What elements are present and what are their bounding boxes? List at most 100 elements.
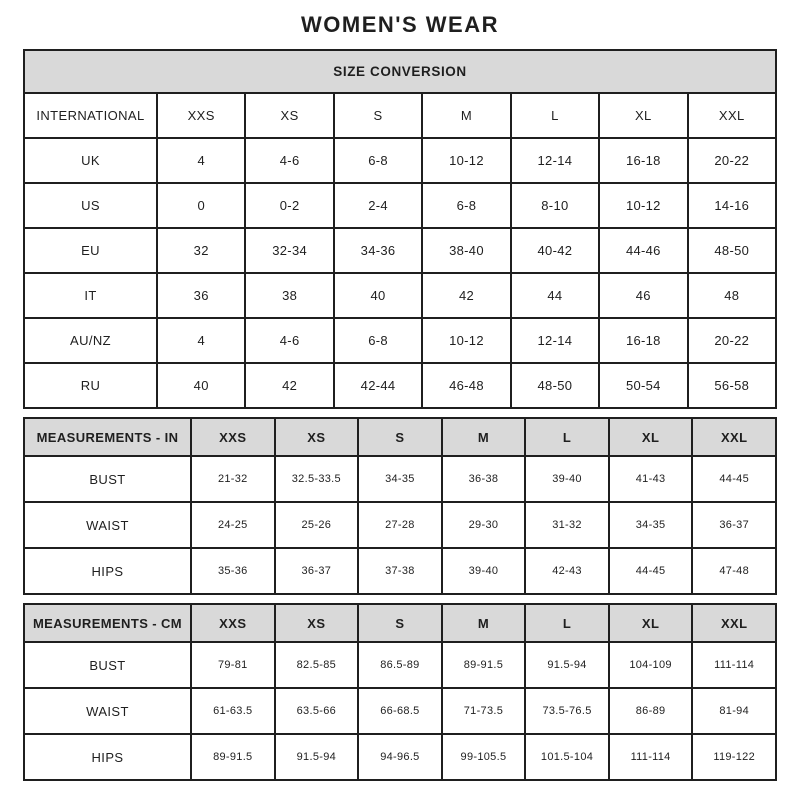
- value-cell: 101.5-104: [524, 733, 610, 781]
- measurements-cm-label-header: MEASUREMENTS - CM: [23, 603, 192, 643]
- size-col-header: XS: [244, 92, 335, 139]
- measurements-in-header-row: MEASUREMENTS - IN XXS XS S M L XL XXL: [23, 417, 777, 457]
- value-cell: 94-96.5: [357, 733, 443, 781]
- value-cell: 4-6: [244, 137, 335, 184]
- value-cell: 10-12: [421, 137, 512, 184]
- value-cell: 10-12: [598, 182, 689, 229]
- size-col-header: XL: [598, 92, 689, 139]
- value-cell: 71-73.5: [440, 687, 527, 735]
- measurements-cm-row-hips: HIPS 89-91.5 91.5-94 94-96.5 99-105.5 101.5-1…: [23, 733, 777, 781]
- value-cell: 89-91.5: [440, 641, 527, 689]
- value-cell: 48-50: [686, 227, 778, 274]
- value-cell: 73.5-76.5: [524, 687, 610, 735]
- value-cell: 44-46: [598, 227, 689, 274]
- size-conversion-row-us: US 0 0-2 2-4 6-8 8-10 10-12 14-16: [23, 182, 778, 229]
- value-cell: 36-38: [440, 455, 527, 503]
- page-title: WOMEN'S WEAR: [301, 12, 499, 37]
- value-cell: 24-25: [190, 501, 276, 549]
- value-cell: 104-109: [607, 641, 694, 689]
- size-conversion-row-uk: UK 4 4-6 6-8 10-12 12-14 16-18 20-22: [23, 137, 778, 184]
- value-cell: 31-32: [524, 501, 610, 549]
- value-cell: 4: [155, 137, 247, 184]
- value-cell: 29-30: [440, 501, 527, 549]
- value-cell: 0: [155, 182, 247, 229]
- value-cell: 2-4: [332, 182, 424, 229]
- size-col-header: XXL: [686, 92, 778, 139]
- value-cell: 40: [332, 272, 424, 319]
- size-col-header: M: [440, 417, 527, 457]
- size-col-header: L: [509, 92, 601, 139]
- value-cell: 44: [509, 272, 601, 319]
- value-cell: 66-68.5: [357, 687, 443, 735]
- value-cell: 91.5-94: [524, 641, 610, 689]
- measurements-in-row-bust: BUST 21-32 32.5-33.5 34-35 36-38 39-40 41-43 44…: [23, 455, 777, 503]
- value-cell: 40-42: [509, 227, 601, 274]
- measurements-cm-row-bust: BUST 79-81 82.5-85 86.5-89 89-91.5 91.5-94 104…: [23, 641, 777, 689]
- value-cell: 32.5-33.5: [273, 455, 360, 503]
- value-cell: 63.5-66: [273, 687, 360, 735]
- size-col-header: M: [421, 92, 512, 139]
- value-cell: 20-22: [686, 137, 778, 184]
- row-label-cell: UK: [23, 137, 158, 184]
- value-cell: 91.5-94: [273, 733, 360, 781]
- value-cell: 25-26: [273, 501, 360, 549]
- value-cell: 16-18: [598, 317, 689, 364]
- value-cell: 50-54: [598, 362, 689, 409]
- value-cell: 37-38: [357, 547, 443, 595]
- size-col-header: L: [524, 603, 610, 643]
- value-cell: 111-114: [607, 733, 694, 781]
- measurements-in-row-hips: HIPS 35-36 36-37 37-38 39-40 42-43 44-45 47-48: [23, 547, 777, 595]
- value-cell: 40: [155, 362, 247, 409]
- value-cell: 16-18: [598, 137, 689, 184]
- value-cell: 42-44: [332, 362, 424, 409]
- measurements-in-table: MEASUREMENTS - IN XXS XS S M L XL XXL BUST 21-32 3…: [23, 417, 777, 595]
- size-col-header: XXL: [691, 417, 777, 457]
- value-cell: 99-105.5: [440, 733, 527, 781]
- value-cell: 34-35: [607, 501, 694, 549]
- size-col-header: S: [357, 417, 443, 457]
- value-cell: 42-43: [524, 547, 610, 595]
- value-cell: 38-40: [421, 227, 512, 274]
- size-col-header: S: [357, 603, 443, 643]
- value-cell: 56-58: [686, 362, 778, 409]
- value-cell: 32: [155, 227, 247, 274]
- size-col-header: XXS: [190, 417, 276, 457]
- row-label-cell: IT: [23, 272, 158, 319]
- size-col-header: L: [524, 417, 610, 457]
- row-label-cell: BUST: [23, 455, 192, 503]
- row-label-cell: EU: [23, 227, 158, 274]
- value-cell: 12-14: [509, 317, 601, 364]
- value-cell: 119-122: [691, 733, 777, 781]
- value-cell: 48: [686, 272, 778, 319]
- size-col-header: XXL: [691, 603, 777, 643]
- value-cell: 14-16: [686, 182, 778, 229]
- value-cell: 10-12: [421, 317, 512, 364]
- row-label-cell: WAIST: [23, 501, 192, 549]
- size-col-header: XS: [273, 417, 360, 457]
- value-cell: 47-48: [691, 547, 777, 595]
- value-cell: 4: [155, 317, 247, 364]
- value-cell: 21-32: [190, 455, 276, 503]
- size-conversion-row-it: IT 36 38 40 42 44 46 48: [23, 272, 778, 319]
- row-label-cell: US: [23, 182, 158, 229]
- value-cell: 86-89: [607, 687, 694, 735]
- value-cell: 4-6: [244, 317, 335, 364]
- value-cell: 89-91.5: [190, 733, 276, 781]
- value-cell: 82.5-85: [273, 641, 360, 689]
- value-cell: 46: [598, 272, 689, 319]
- value-cell: 8-10: [509, 182, 601, 229]
- value-cell: 48-50: [509, 362, 601, 409]
- measurements-cm-row-waist: WAIST 61-63.5 63.5-66 66-68.5 71-73.5 73.5-76…: [23, 687, 777, 735]
- size-conversion-header-row: INTERNATIONAL XXS XS S M L XL XXL: [23, 92, 778, 139]
- size-chart-page: WOMEN'S WEAR SIZE CONVERSION INTERNATIONA…: [23, 12, 778, 781]
- value-cell: 0-2: [244, 182, 335, 229]
- measurements-cm-header-row: MEASUREMENTS - CM XXS XS S M L XL XXL: [23, 603, 777, 643]
- value-cell: 36-37: [273, 547, 360, 595]
- value-cell: 35-36: [190, 547, 276, 595]
- size-col-header: XXS: [190, 603, 276, 643]
- row-label-cell: WAIST: [23, 687, 192, 735]
- value-cell: 79-81: [190, 641, 276, 689]
- value-cell: 46-48: [421, 362, 512, 409]
- value-cell: 32-34: [244, 227, 335, 274]
- value-cell: 6-8: [421, 182, 512, 229]
